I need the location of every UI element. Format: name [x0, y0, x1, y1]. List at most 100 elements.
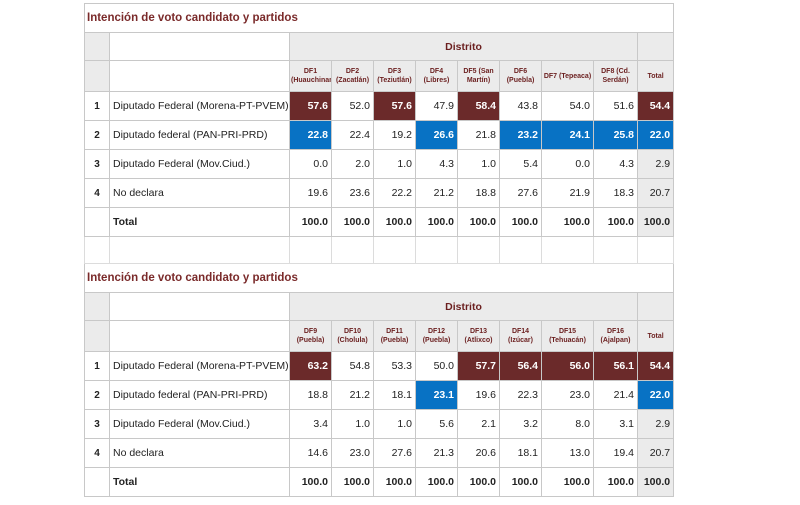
empty-cell: [84, 236, 110, 264]
column-header: DF16 (Ajalpan): [593, 320, 638, 352]
group-header-row: Distrito: [84, 292, 675, 321]
row-label: Total: [109, 207, 290, 237]
section-title: Intención de voto candidato y partidos: [83, 3, 675, 33]
value-cell: 0.0: [289, 149, 332, 179]
value-cell: 22.8: [289, 120, 332, 150]
empty-cell: [415, 236, 458, 264]
value-cell: 21.9: [541, 178, 594, 208]
row-label: Diputado federal (PAN-PRI-PRD): [109, 380, 290, 410]
value-cell: 100.0: [457, 467, 500, 497]
value-cell: 1.0: [373, 149, 416, 179]
value-cell: 23.0: [331, 438, 374, 468]
row-label: No declara: [109, 178, 290, 208]
empty-cell: [373, 236, 416, 264]
value-cell: 18.3: [593, 178, 638, 208]
value-cell: 21.4: [593, 380, 638, 410]
column-header: DF11 (Puebla): [373, 320, 416, 352]
value-cell: 18.1: [373, 380, 416, 410]
table-row: 3 Diputado Federal (Mov.Ciud.) 3.4 1.0 1.0 5.…: [84, 409, 675, 439]
value-cell: 100.0: [331, 207, 374, 237]
empty-cell: [109, 236, 290, 264]
distrito-header: Distrito: [289, 32, 638, 61]
column-header: DF13 (Atlixco): [457, 320, 500, 352]
group-header-row: Distrito: [84, 32, 675, 61]
value-cell: 54.8: [331, 351, 374, 381]
value-cell: 23.0: [541, 380, 594, 410]
empty-cell: [109, 32, 290, 61]
value-cell: 4.3: [593, 149, 638, 179]
row-index: 3: [84, 149, 110, 179]
column-header-row: DF9 (Puebla) DF10 (Cholula) DF11 (Puebla) D…: [84, 320, 675, 352]
value-cell: 58.4: [457, 91, 500, 121]
row-index: 2: [84, 380, 110, 410]
value-cell: 25.8: [593, 120, 638, 150]
value-cell: 52.0: [331, 91, 374, 121]
value-cell: 47.9: [415, 91, 458, 121]
empty-cell: [331, 236, 374, 264]
row-index: 1: [84, 351, 110, 381]
value-cell: 100.0: [636, 467, 675, 497]
row-index: 3: [84, 409, 110, 439]
total-row: Total 100.0 100.0 100.0 100.0 100.0 100.0 100.0…: [84, 467, 675, 497]
value-cell: 100.0: [373, 207, 416, 237]
value-cell: 24.1: [541, 120, 594, 150]
value-cell: 18.1: [499, 438, 542, 468]
value-cell: 2.0: [331, 149, 374, 179]
value-cell: 5.4: [499, 149, 542, 179]
value-cell: 54.4: [636, 91, 675, 121]
value-cell: 100.0: [457, 207, 500, 237]
value-cell: 50.0: [415, 351, 458, 381]
value-cell: 51.6: [593, 91, 638, 121]
value-cell: 27.6: [373, 438, 416, 468]
value-cell: 2.9: [636, 149, 675, 179]
value-cell: 56.1: [593, 351, 638, 381]
value-cell: 0.0: [541, 149, 594, 179]
row-index: 4: [84, 438, 110, 468]
row-index: 4: [84, 178, 110, 208]
empty-cell: [109, 320, 290, 352]
empty-cell: [636, 236, 675, 264]
value-cell: 20.7: [636, 178, 675, 208]
value-cell: 13.0: [541, 438, 594, 468]
value-cell: 100.0: [499, 207, 542, 237]
value-cell: 18.8: [289, 380, 332, 410]
empty-cell: [109, 60, 290, 92]
empty-cell: [289, 236, 332, 264]
value-cell: 1.0: [457, 149, 500, 179]
value-cell: 100.0: [541, 467, 594, 497]
column-header: DF14 (Izúcar): [499, 320, 542, 352]
empty-cell: [109, 292, 290, 321]
value-cell: 2.9: [636, 409, 675, 439]
value-cell: 100.0: [415, 207, 458, 237]
value-cell: 57.7: [457, 351, 500, 381]
column-header: DF4 (Libres): [415, 60, 458, 92]
value-cell: 26.6: [415, 120, 458, 150]
row-index: 1: [84, 91, 110, 121]
section-title: Intención de voto candidato y partidos: [83, 263, 675, 293]
value-cell: 1.0: [373, 409, 416, 439]
column-header-row: DF1 (Huauchinango)DF2 (Zacatlán)DF3 (Tez…: [84, 60, 675, 92]
table-row: 1 Diputado Federal (Morena-PT-PVEM) 57.6 52…: [84, 91, 675, 121]
value-cell: 21.2: [331, 380, 374, 410]
table-row: 2 Diputado federal (PAN-PRI-PRD) 18.8 21.2 1…: [84, 380, 675, 410]
spacer-row: [84, 236, 675, 264]
value-cell: 22.4: [331, 120, 374, 150]
distrito-header: Distrito: [289, 292, 638, 321]
empty-cell: [636, 32, 675, 61]
value-cell: 57.6: [373, 91, 416, 121]
value-cell: 63.2: [289, 351, 332, 381]
table-row: 2 Diputado federal (PAN-PRI-PRD) 22.8 22.4 1…: [84, 120, 675, 150]
column-header: DF1 (Huauchinango): [289, 60, 332, 92]
value-cell: 100.0: [636, 207, 675, 237]
value-cell: 22.3: [499, 380, 542, 410]
column-header: DF9 (Puebla): [289, 320, 332, 352]
value-cell: 23.1: [415, 380, 458, 410]
column-header: DF3 (Teziutlán): [373, 60, 416, 92]
row-label: Diputado Federal (Morena-PT-PVEM): [109, 91, 290, 121]
value-cell: 4.3: [415, 149, 458, 179]
empty-cell: [84, 320, 110, 352]
column-header: DF8 (Cd. Serdán): [593, 60, 638, 92]
value-cell: 23.6: [331, 178, 374, 208]
section-title-row: Intención de voto candidato y partidos: [83, 3, 675, 33]
spreadsheet: Intención de voto candidato y partidos Di…: [83, 3, 675, 497]
